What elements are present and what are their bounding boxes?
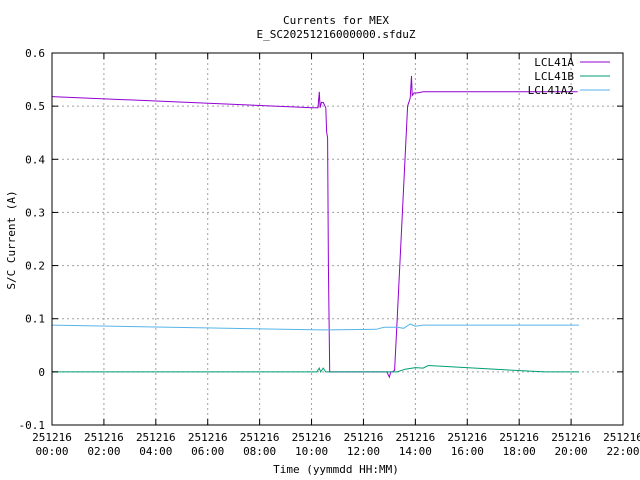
x-tick-label-time: 00:00 — [35, 445, 68, 458]
x-tick-label-date: 251216 — [603, 431, 640, 444]
x-tick-label-date: 251216 — [240, 431, 280, 444]
x-tick-label-time: 14:00 — [399, 445, 432, 458]
x-tick-label-date: 251216 — [499, 431, 539, 444]
x-tick-label-time: 18:00 — [503, 445, 536, 458]
legend-label: LCL41A2 — [528, 84, 574, 97]
x-tick-label-time: 02:00 — [87, 445, 120, 458]
x-tick-label-date: 251216 — [32, 431, 72, 444]
y-tick-label: 0.4 — [25, 153, 45, 166]
x-tick-label-time: 16:00 — [451, 445, 484, 458]
x-tick-label-date: 251216 — [344, 431, 384, 444]
x-tick-label-date: 251216 — [395, 431, 435, 444]
x-tick-label-time: 04:00 — [139, 445, 172, 458]
y-tick-label: 0.2 — [25, 260, 45, 273]
x-tick-label-date: 251216 — [551, 431, 591, 444]
legend-label: LCL41B — [534, 70, 574, 83]
legend-label: LCL41A — [534, 56, 574, 69]
x-tick-label-time: 08:00 — [243, 445, 276, 458]
x-tick-label-date: 251216 — [136, 431, 176, 444]
x-tick-label-time: 10:00 — [295, 445, 328, 458]
chart-title: Currents for MEX — [283, 14, 389, 27]
chart-subtitle: E_SC20251216000000.sfduZ — [257, 28, 416, 41]
series-line-1 — [52, 364, 579, 374]
x-tick-label-date: 251216 — [188, 431, 228, 444]
y-tick-label: 0.1 — [25, 313, 45, 326]
y-axis-label: S/C Current (A) — [5, 190, 18, 289]
y-tick-label: 0.5 — [25, 100, 45, 113]
y-tick-label: 0.6 — [25, 47, 45, 60]
x-tick-label-time: 12:00 — [347, 445, 380, 458]
x-tick-label-time: 20:00 — [555, 445, 588, 458]
y-tick-label: -0.1 — [19, 419, 46, 432]
y-tick-label: 0 — [38, 366, 45, 379]
series-lines — [51, 75, 579, 379]
x-tick-label-time: 06:00 — [191, 445, 224, 458]
x-tick-label-date: 251216 — [447, 431, 487, 444]
x-axis-label: Time (yymmdd HH:MM) — [273, 463, 399, 476]
axis-ticks: 25121600:0025121602:0025121604:002512160… — [19, 47, 640, 458]
x-tick-label-date: 251216 — [292, 431, 332, 444]
x-tick-label-date: 251216 — [84, 431, 124, 444]
series-line-2 — [51, 323, 579, 331]
y-tick-label: 0.3 — [25, 206, 45, 219]
x-tick-label-time: 22:00 — [606, 445, 639, 458]
plot-frame — [51, 52, 624, 426]
